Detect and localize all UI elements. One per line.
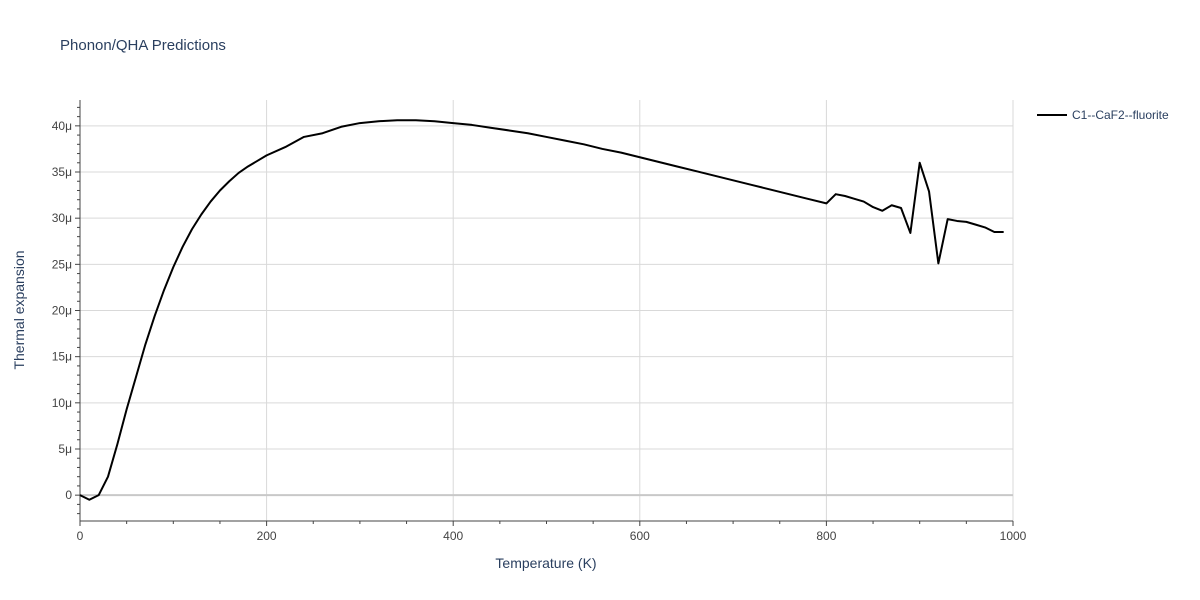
x-axis-title: Temperature (K)	[495, 555, 596, 571]
y-tick-label: 20μ	[52, 304, 72, 318]
y-tick-label: 40μ	[52, 119, 72, 133]
y-axis-title: Thermal expansion	[11, 250, 27, 369]
x-tick-label: 800	[816, 529, 836, 543]
x-tick-label: 200	[257, 529, 277, 543]
axes: 0 200 400 600 800 1000 0 5μ 10μ 15μ 20μ 25μ 30μ 35μ 40…	[52, 100, 1027, 543]
y-tick-label: 30μ	[52, 211, 72, 225]
y-tick-label: 25μ	[52, 257, 72, 271]
series-line	[79, 119, 1004, 501]
x-tick-label: 1000	[1000, 529, 1027, 543]
x-tick-label: 400	[443, 529, 463, 543]
series-layer	[79, 119, 1004, 501]
y-tick-label: 0	[65, 488, 72, 502]
grid	[80, 100, 1014, 521]
chart-title: Phonon/QHA Predictions	[60, 37, 226, 54]
y-tick-label: 10μ	[52, 396, 72, 410]
legend-item-label: C1--CaF2--fluorite	[1072, 108, 1169, 122]
y-tick-label: 35μ	[52, 165, 72, 179]
y-tick-label: 15μ	[52, 350, 72, 364]
x-tick-label: 600	[630, 529, 650, 543]
legend[interactable]: C1--CaF2--fluorite	[1037, 108, 1169, 122]
y-tick-label: 5μ	[58, 442, 72, 456]
x-tick-label: 0	[77, 529, 84, 543]
